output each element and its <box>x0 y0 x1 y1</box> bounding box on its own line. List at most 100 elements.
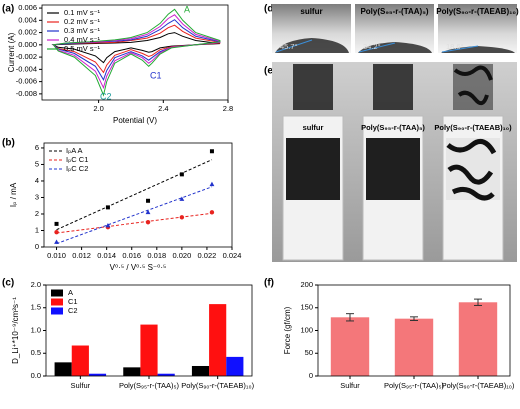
cv-curve <box>51 32 220 64</box>
x-tick-label: 0.014 <box>97 251 116 260</box>
x-tick-label: 0.020 <box>172 251 191 260</box>
annotation: C1 <box>150 70 162 80</box>
x-tick-label: Poly(S₉₀-r-(TAEAB)₁₀) <box>181 381 254 390</box>
droplet <box>275 38 349 53</box>
plot-frame <box>45 284 253 377</box>
panel-label: (e) <box>264 66 276 77</box>
x-tick-label: 0.016 <box>122 251 141 260</box>
coating <box>366 138 420 200</box>
x-tick-label: Sulfur <box>340 381 360 390</box>
photo <box>438 4 517 53</box>
legend-label: IₚC C2 <box>66 164 88 173</box>
photo-caption: Poly(S₉₅-r-(TAA)₅) <box>361 123 425 132</box>
fit-line <box>56 186 213 245</box>
legend-label: 0.1 mV s⁻¹ <box>64 8 101 17</box>
coating <box>286 138 340 200</box>
bar <box>226 356 244 376</box>
legend-swatch <box>51 289 63 297</box>
x-axis-label: Potential (V) <box>113 116 157 125</box>
y-tick-label: 1 <box>35 225 39 234</box>
y-tick-label: -0.008 <box>16 89 37 98</box>
y-tick-label: 2.0 <box>31 280 41 289</box>
coating-texture <box>446 138 497 201</box>
legend-swatch <box>51 298 63 306</box>
contact-angle: 45.7° <box>280 42 298 51</box>
plot-frame <box>43 142 233 248</box>
bar <box>140 324 158 376</box>
y-tick-label: 0.004 <box>18 15 37 24</box>
film-photo <box>293 64 333 110</box>
point <box>145 220 151 225</box>
y-tick-label: 5 <box>35 159 39 168</box>
angle-line <box>275 39 313 53</box>
x-tick-label: 0.018 <box>147 251 166 260</box>
point <box>145 209 151 215</box>
y-tick-label: 100 <box>300 325 313 334</box>
point <box>209 210 215 215</box>
y-tick-label: 0.5 <box>31 348 41 357</box>
y-axis-label: Iₚ / mA <box>9 182 18 207</box>
point <box>146 198 151 203</box>
bar <box>458 302 498 376</box>
bar <box>71 345 89 376</box>
fit-line <box>56 212 213 234</box>
legend-label: IₚC C1 <box>66 155 88 164</box>
y-tick-label: 0 <box>309 371 313 380</box>
y-tick-label: 3 <box>35 192 39 201</box>
film-photo <box>373 64 413 110</box>
droplet <box>441 46 515 53</box>
y-tick-label: 50 <box>305 348 313 357</box>
x-tick-label: 0.012 <box>72 251 91 260</box>
y-axis-label: D_Li⁺*10⁻⁹/cm²s⁻¹ <box>11 297 20 364</box>
y-tick-label: 150 <box>300 303 313 312</box>
legend-label: C1 <box>68 297 78 306</box>
annotation: C2 <box>100 91 112 101</box>
y-tick-label: 0.000 <box>18 40 37 49</box>
legend-label: 0.5 mV s⁻¹ <box>64 44 101 53</box>
y-tick-label: 0.002 <box>18 28 37 37</box>
plot-frame <box>41 4 229 101</box>
panel-label: (b) <box>2 138 15 149</box>
annotation: A <box>184 4 190 14</box>
point <box>54 221 59 226</box>
y-tick-label: 0 <box>35 242 39 251</box>
y-tick-label: -0.002 <box>16 52 37 61</box>
bar <box>123 367 141 376</box>
cv-curve <box>52 8 221 97</box>
y-tick-label: 2 <box>35 209 39 218</box>
bar <box>88 373 107 376</box>
bar <box>157 373 175 376</box>
legend-label: IₚA A <box>66 146 83 155</box>
bar <box>394 318 434 376</box>
point <box>179 215 185 220</box>
point <box>105 205 110 210</box>
photo-caption: sulfur <box>300 7 322 16</box>
y-tick-label: 0.0 <box>31 371 41 380</box>
point <box>105 222 111 228</box>
bar <box>54 362 72 376</box>
contact-angle: 18.6° <box>446 42 464 51</box>
contact-angle: 34.2° <box>363 42 381 51</box>
x-tick-label: Poly(S₉₅-r-(TAA)₅) <box>119 381 180 390</box>
panel-label: (f) <box>264 278 274 289</box>
panel-label: (c) <box>2 278 14 289</box>
x-tick-label: 2.0 <box>93 104 103 113</box>
panel-label: (d) <box>264 4 277 15</box>
bar <box>330 317 370 376</box>
legend-label: A <box>68 288 73 297</box>
photo-caption: sulfur <box>303 123 324 132</box>
x-tick-label: Poly(S₉₀-r-(TAEAB)₁₀) <box>442 381 515 390</box>
droplet <box>358 42 432 53</box>
y-axis-label: Current (A) <box>7 32 16 72</box>
y-tick-label: 0.006 <box>18 3 37 12</box>
y-tick-label: 200 <box>300 280 313 289</box>
y-axis-label: Force (gf/cm) <box>283 306 292 354</box>
point <box>54 229 59 235</box>
y-tick-label: 1.5 <box>31 303 41 312</box>
photo-caption: Poly(S₉₅-r-(TAA)₅) <box>360 7 428 16</box>
x-tick-label: 2.4 <box>158 104 168 113</box>
film-texture <box>453 65 493 106</box>
x-tick-label: Poly(S₉₅-r-(TAA)₅) <box>384 381 445 390</box>
point <box>179 172 184 177</box>
